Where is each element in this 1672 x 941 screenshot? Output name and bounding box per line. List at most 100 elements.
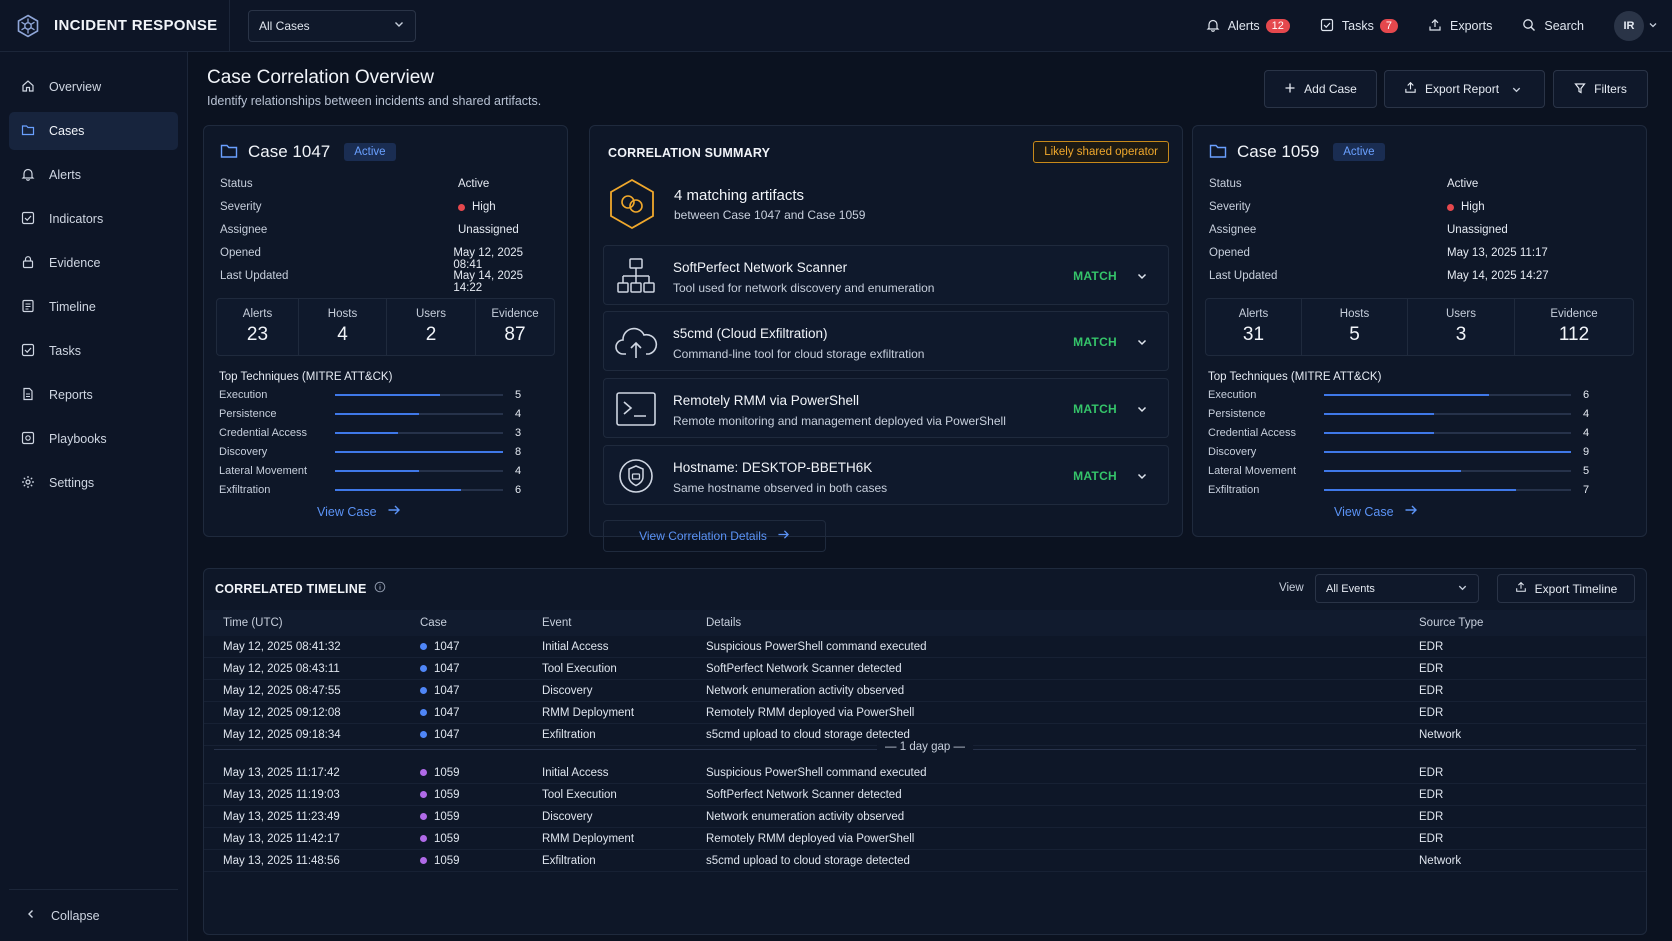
matching-count: 4 matching artifacts [674,186,805,204]
case-id: 1047 [434,706,460,719]
info-icon[interactable] [366,581,386,596]
source-type-cell: EDR [1419,832,1444,845]
sidebar-item-indicators[interactable]: Indicators [9,200,178,238]
hexagon-logo-icon [16,14,40,38]
column-header-time[interactable]: Time (UTC) [223,617,283,629]
case-cell[interactable]: 1059 [420,833,460,845]
table-row[interactable]: May 12, 2025 08:41:32 1047 Initial Access S… [204,636,1646,658]
filters-button[interactable]: Filters [1553,70,1648,108]
severity-text: High [472,201,496,213]
table-row[interactable]: May 13, 2025 11:19:03 1059 Tool Execution S… [204,784,1646,806]
sidebar-item-playbooks[interactable]: Playbooks [9,420,178,458]
case-cell[interactable]: 1059 [420,855,460,867]
artifact-row[interactable]: Remotely RMM via PowerShell Remote monit… [603,378,1169,438]
case-id: 1059 [434,854,460,867]
artifact-row[interactable]: SoftPerfect Network Scanner Tool used fo… [603,245,1169,305]
sidebar-item-cases[interactable]: Cases [9,112,178,150]
tasks-label: Tasks [1341,19,1374,33]
case-cell[interactable]: 1047 [420,707,460,719]
technique-count: 6 [515,484,522,496]
info-value: Active [1447,178,1479,190]
sidebar-item-settings[interactable]: Settings [9,464,178,502]
details-cell: SoftPerfect Network Scanner detected [706,662,902,675]
exports-button[interactable]: Exports [1428,18,1492,35]
technique-bar-track [1324,432,1571,434]
column-header-case[interactable]: Case [420,617,447,629]
view-correlation-label: View Correlation Details [639,529,767,543]
stat-evidence: Evidence 112 [1515,299,1633,355]
column-header-event[interactable]: Event [542,617,572,629]
case-filter-select[interactable]: All Cases [248,9,416,42]
table-row[interactable]: May 13, 2025 11:42:17 1059 RMM Deployment R… [204,828,1646,850]
table-row[interactable]: May 13, 2025 11:23:49 1059 Discovery Networ… [204,806,1646,828]
folder-icon [21,123,49,140]
page-subtitle: Identify relationships between incidents… [207,94,542,108]
sidebar-item-alerts[interactable]: Alerts [9,156,178,194]
add-case-button[interactable]: Add Case [1264,70,1377,108]
search-button[interactable]: Search [1522,18,1584,35]
case-cell[interactable]: 1059 [420,811,460,823]
table-row[interactable]: May 12, 2025 08:43:11 1047 Tool Execution S… [204,658,1646,680]
source-type-cell: EDR [1419,684,1444,697]
artifact-title: Remotely RMM via PowerShell [673,393,860,408]
view-filter-value: All Events [1326,582,1375,595]
case-cell[interactable]: 1047 [420,685,460,697]
event-cell: Tool Execution [542,788,617,801]
alerts-button[interactable]: Alerts 12 [1206,18,1290,35]
technique-bar-fill [1324,394,1489,396]
stat-value: 31 [1242,324,1265,345]
table-row[interactable]: May 13, 2025 11:48:56 1059 Exfiltration s5c… [204,850,1646,872]
technique-count: 4 [1583,408,1590,420]
user-menu[interactable]: IR [1614,11,1658,41]
checkbox-icon [1320,18,1342,35]
sidebar-item-evidence[interactable]: Evidence [9,244,178,282]
tasks-button[interactable]: Tasks 7 [1320,18,1398,35]
event-cell: Exfiltration [542,854,596,867]
view-case-link[interactable]: View Case [1334,504,1418,519]
case-dot [420,731,427,738]
export-timeline-button[interactable]: Export Timeline [1497,574,1635,603]
chevron-down-icon[interactable] [1136,270,1148,285]
case-cell[interactable]: 1059 [420,767,460,779]
collapse-button[interactable]: Collapse [9,889,178,941]
view-correlation-details-button[interactable]: View Correlation Details [603,520,826,552]
artifact-row[interactable]: s5cmd (Cloud Exfiltration) Command-line … [603,311,1169,371]
technique-bar-fill [1324,413,1434,415]
stat-value: 3 [1455,324,1467,345]
table-row[interactable]: May 12, 2025 08:47:55 1047 Discovery Networ… [204,680,1646,702]
sidebar-item-timeline[interactable]: Timeline [9,288,178,326]
column-header-details[interactable]: Details [706,617,742,629]
technique-count: 4 [515,408,522,420]
severity-dot [458,203,465,211]
sidebar-item-tasks[interactable]: Tasks [9,332,178,370]
sidebar-item-label: Tasks [49,344,81,358]
table-row[interactable]: May 12, 2025 09:12:08 1047 RMM Deployment R… [204,702,1646,724]
case-cell[interactable]: 1047 [420,729,460,741]
time-cell: May 13, 2025 11:23:49 [223,810,340,823]
technique-row: Execution 6 [1208,388,1632,402]
match-summary: 4 matching artifacts between Case 1047 a… [608,178,865,230]
source-type-cell: EDR [1419,788,1444,801]
chevron-down-icon[interactable] [1136,470,1148,485]
case-cell[interactable]: 1047 [420,663,460,675]
view-filter-select[interactable]: All Events [1315,574,1479,603]
case-cell[interactable]: 1047 [420,641,460,653]
case-cell[interactable]: 1059 [420,789,460,801]
chevron-down-icon[interactable] [1136,336,1148,351]
details-cell: SoftPerfect Network Scanner detected [706,788,902,801]
chevron-down-icon[interactable] [1136,403,1148,418]
status-badge: Active [344,143,396,161]
terminal-icon [614,389,658,429]
upload-icon [1404,81,1425,97]
table-row[interactable]: May 13, 2025 11:17:42 1059 Initial Access S… [204,762,1646,784]
sidebar-item-reports[interactable]: Reports [9,376,178,414]
event-cell: Initial Access [542,640,609,653]
view-case-link[interactable]: View Case [317,504,401,519]
export-report-button[interactable]: Export Report [1384,70,1545,108]
artifact-row[interactable]: Hostname: DESKTOP-BBETH6K Same hostname … [603,445,1169,505]
stat-label: Users [415,308,447,320]
sidebar-item-overview[interactable]: Overview [9,68,178,106]
stat-label: Evidence [491,308,539,320]
technique-row: Exfiltration 6 [219,483,553,497]
column-header-source-type[interactable]: Source Type [1419,617,1484,629]
